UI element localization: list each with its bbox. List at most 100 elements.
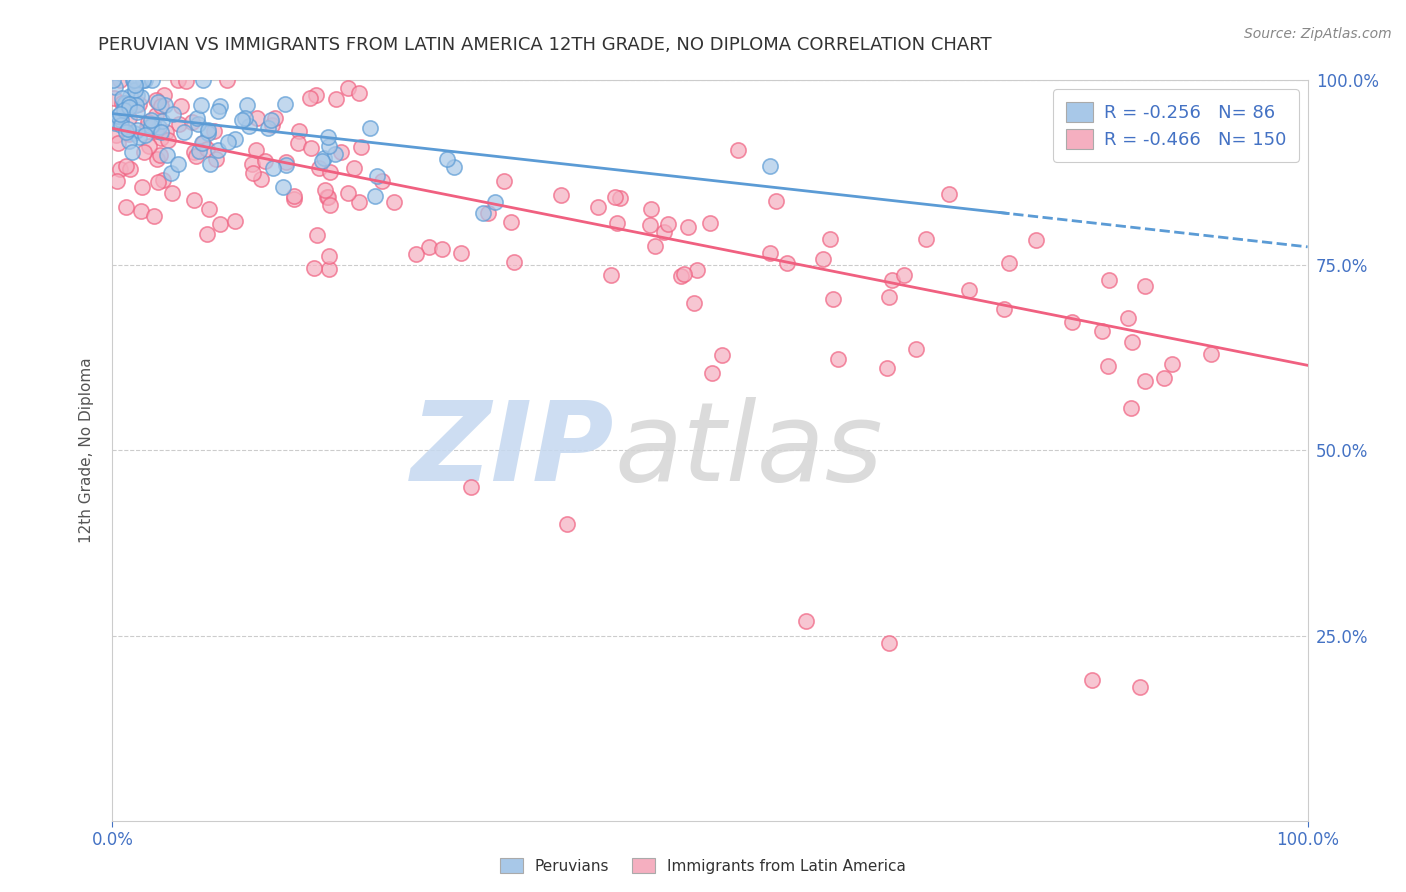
Point [879, 636, 901, 650]
Point [129, 204, 152, 219]
Point [191, 73, 214, 87]
Point [1025, 233, 1047, 247]
Point [118, 128, 141, 142]
Point [132, 145, 155, 159]
Point [347, 86, 370, 100]
Point [231, 112, 253, 127]
Text: ZIP: ZIP [411, 397, 614, 504]
Point [350, 140, 373, 154]
Point [1097, 359, 1119, 374]
Point [145, 93, 167, 107]
Point [240, 157, 263, 171]
Point [104, 116, 127, 130]
Point [132, 73, 155, 87]
Point [115, 125, 138, 139]
Point [197, 123, 219, 137]
Point [818, 232, 841, 246]
Point [683, 296, 706, 310]
Point [224, 214, 246, 228]
Point [117, 122, 139, 136]
Point [195, 227, 218, 241]
Point [430, 242, 453, 256]
Point [257, 121, 280, 136]
Point [108, 73, 131, 87]
Point [319, 165, 342, 179]
Point [104, 80, 127, 95]
Point [586, 200, 609, 214]
Point [1153, 371, 1175, 385]
Point [477, 206, 499, 220]
Point [139, 113, 162, 128]
Point [405, 247, 427, 261]
Point [155, 125, 177, 139]
Point [208, 99, 231, 113]
Point [107, 136, 129, 150]
Point [1135, 374, 1157, 388]
Text: atlas: atlas [614, 397, 883, 504]
Point [125, 98, 148, 112]
Point [1133, 278, 1156, 293]
Point [1129, 681, 1152, 695]
Point [938, 187, 960, 202]
Point [224, 132, 246, 146]
Point [174, 74, 197, 88]
Point [193, 136, 215, 150]
Point [609, 191, 631, 205]
Text: PERUVIAN VS IMMIGRANTS FROM LATIN AMERICA 12TH GRADE, NO DIPLOMA CORRELATION CHA: PERUVIAN VS IMMIGRANTS FROM LATIN AMERIC… [98, 36, 993, 54]
Point [652, 226, 675, 240]
Point [640, 202, 662, 216]
Point [686, 263, 709, 277]
Point [181, 115, 204, 129]
Point [330, 145, 353, 159]
Point [347, 195, 370, 210]
Point [287, 136, 309, 150]
Point [145, 108, 167, 122]
Point [166, 73, 188, 87]
Point [882, 273, 904, 287]
Point [153, 98, 176, 112]
Legend: R = -0.256   N= 86, R = -0.466   N= 150: R = -0.256 N= 86, R = -0.466 N= 150 [1053, 89, 1299, 161]
Point [337, 80, 360, 95]
Text: Source: ZipAtlas.com: Source: ZipAtlas.com [1244, 27, 1392, 41]
Point [254, 154, 277, 169]
Point [669, 268, 692, 283]
Point [118, 96, 141, 111]
Point [287, 124, 309, 138]
Point [167, 117, 190, 131]
Point [143, 209, 166, 223]
Point [121, 145, 143, 160]
Point [150, 113, 173, 128]
Point [215, 73, 238, 87]
Point [115, 159, 138, 173]
Point [183, 193, 205, 207]
Point [111, 96, 134, 111]
Point [305, 87, 328, 102]
Point [166, 156, 188, 170]
Point [103, 73, 125, 87]
Point [145, 124, 167, 138]
Point [1098, 273, 1121, 287]
Point [366, 169, 388, 184]
Point [122, 73, 145, 87]
Point [325, 92, 347, 106]
Point [494, 174, 516, 188]
Point [110, 118, 132, 132]
Point [104, 128, 127, 142]
Point [711, 347, 734, 361]
Point [298, 90, 321, 104]
Point [484, 194, 506, 209]
Point [209, 217, 232, 231]
Point [134, 73, 156, 87]
Point [187, 117, 209, 131]
Point [702, 367, 724, 381]
Point [149, 131, 172, 145]
Point [197, 126, 219, 140]
Point [876, 361, 898, 376]
Point [118, 134, 141, 148]
Point [138, 138, 160, 153]
Point [274, 155, 297, 169]
Point [827, 351, 849, 366]
Point [759, 159, 782, 173]
Point [198, 157, 221, 171]
Point [893, 268, 915, 282]
